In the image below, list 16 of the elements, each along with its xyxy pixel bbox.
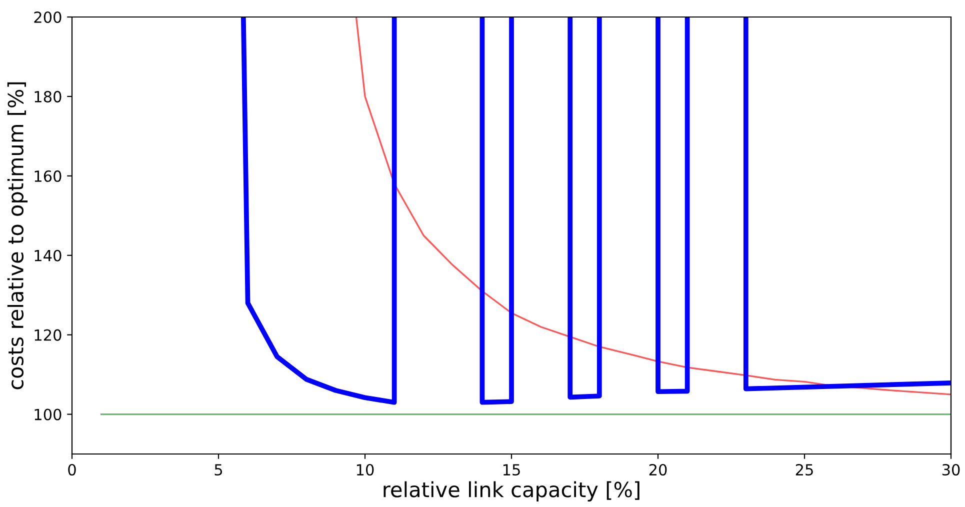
x-tick-label: 25 — [796, 464, 813, 476]
x-tick-label: 5 — [214, 464, 222, 476]
x-axis-title: relative link capacity [%] — [384, 481, 640, 502]
y-tick-label: 100 — [34, 408, 62, 420]
y-tick-label: 180 — [34, 90, 62, 102]
y-tick-label: 160 — [34, 170, 62, 182]
y-tick-label: 140 — [34, 250, 62, 262]
y-axis-title: costs relative to optimum [%] — [7, 82, 28, 390]
x-tick-label: 30 — [942, 464, 960, 476]
line-series — [355, 17, 951, 396]
x-tick-label: 20 — [649, 464, 667, 476]
x-tick-label: 10 — [356, 464, 374, 476]
x-tick-label: 0 — [68, 464, 76, 476]
y-tick-label: 200 — [34, 11, 62, 24]
x-tick-label: 15 — [503, 464, 520, 476]
y-tick-label: 120 — [34, 329, 62, 341]
